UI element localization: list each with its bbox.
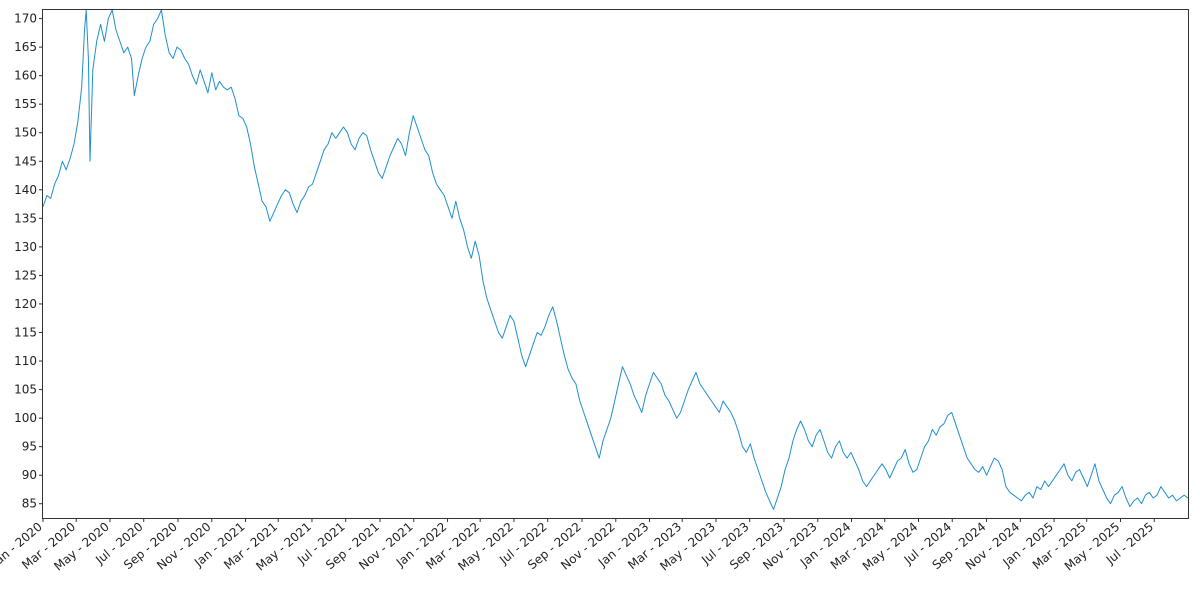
- plot-area: [42, 9, 1189, 510]
- y-tick-label: 160: [14, 69, 37, 83]
- y-tick-label: 135: [14, 211, 37, 225]
- y-tick-label: 105: [14, 383, 37, 397]
- y-tick-label: 140: [14, 183, 37, 197]
- plot-frame: [42, 9, 1189, 519]
- series-line: [42, 9, 1189, 510]
- y-tick-label: 120: [14, 297, 37, 311]
- y-tick-label: 150: [14, 126, 37, 140]
- y-tick-label: 145: [14, 154, 37, 168]
- y-tick-label: 100: [14, 411, 37, 425]
- y-tick-label: 130: [14, 240, 37, 254]
- y-axis: 85 90 95 100 105 110 115 120 125 130 135 140 145 150 1…: [14, 12, 43, 511]
- y-tick-label: 95: [22, 440, 37, 454]
- y-tick-label: 110: [14, 354, 37, 368]
- y-tick-label: 90: [22, 468, 37, 482]
- y-tick-label: 125: [14, 268, 37, 282]
- y-tick-label: 165: [14, 40, 37, 54]
- y-tick-label: 85: [22, 497, 37, 511]
- y-tick-label: 115: [14, 325, 37, 339]
- y-tick-label: 155: [14, 97, 37, 111]
- y-tick-label: 170: [14, 12, 37, 26]
